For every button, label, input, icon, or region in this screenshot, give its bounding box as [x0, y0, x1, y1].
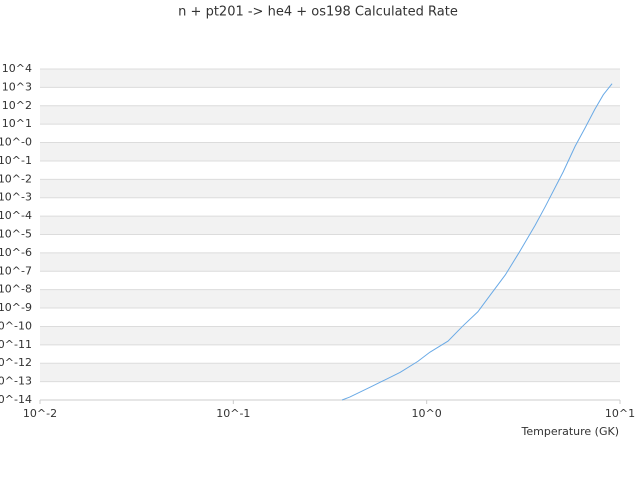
grid-band: [40, 179, 620, 198]
y-tick-label: 10^-0: [0, 136, 32, 149]
y-tick-label: 10^-1: [0, 154, 32, 167]
grid-band: [40, 252, 620, 272]
y-tick-label: 10^-2: [0, 172, 32, 185]
y-tick-label: 10^-13: [0, 375, 32, 388]
data-line: [341, 83, 613, 401]
y-tick-label: 10^-11: [0, 338, 32, 351]
y-tick-label: 10^-6: [0, 246, 32, 259]
grid-band: [40, 289, 620, 309]
x-tick-label: 10^-2: [23, 407, 57, 420]
x-tick-label: 10^-1: [216, 407, 250, 420]
y-tick-label: 10^4: [2, 62, 32, 75]
y-tick-label: 10^-14: [0, 393, 32, 406]
grid-band: [40, 216, 620, 235]
x-axis-label: Temperature (GK): [521, 425, 620, 438]
x-tick-label: 10^0: [412, 407, 442, 420]
y-tick-label: 10^2: [2, 99, 32, 112]
y-tick-label: 10^-4: [0, 209, 32, 222]
grid-band: [40, 363, 620, 382]
grid-band: [40, 69, 620, 88]
x-tick-label: 10^1: [605, 407, 635, 420]
y-tick-label: 10^-9: [0, 301, 32, 314]
grid-band: [40, 142, 620, 161]
y-tick-label: 10^-7: [0, 264, 32, 277]
y-tick-label: 10^-3: [0, 191, 32, 204]
y-tick-label: 10^-8: [0, 283, 32, 296]
chart-title: n + pt201 -> he4 + os198 Calculated Rate: [178, 5, 458, 20]
y-tick-label: 10^-10: [0, 319, 32, 332]
y-tick-label: 10^3: [2, 80, 32, 93]
grid-band: [40, 105, 620, 125]
y-tick-label: 10^-5: [0, 228, 32, 241]
y-tick-label: 10^-12: [0, 356, 32, 369]
grid-band: [40, 326, 620, 345]
y-tick-label: 10^1: [2, 117, 32, 130]
